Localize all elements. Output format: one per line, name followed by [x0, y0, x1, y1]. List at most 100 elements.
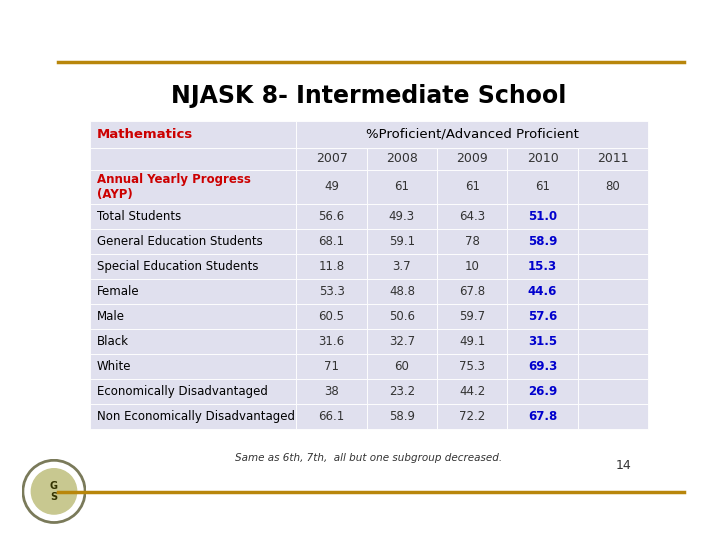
Text: 58.9: 58.9	[528, 235, 557, 248]
Text: Total Students: Total Students	[96, 211, 181, 224]
Text: G
S: G S	[50, 481, 58, 502]
Text: 59.7: 59.7	[459, 310, 485, 323]
Bar	[437, 230, 508, 254]
Text: 32.7: 32.7	[389, 335, 415, 348]
Bar	[366, 354, 437, 379]
Bar	[297, 121, 648, 148]
Text: 60.5: 60.5	[319, 310, 345, 323]
Bar	[90, 204, 297, 230]
Bar	[90, 121, 297, 148]
Bar	[366, 304, 437, 329]
Text: 57.6: 57.6	[528, 310, 557, 323]
Text: 75.3: 75.3	[459, 360, 485, 373]
Bar	[437, 204, 508, 230]
Text: Black: Black	[96, 335, 129, 348]
Bar	[90, 279, 297, 304]
Bar	[366, 379, 437, 404]
Bar	[577, 304, 648, 329]
Bar	[90, 329, 297, 354]
Text: 31.6: 31.6	[318, 335, 345, 348]
Bar	[297, 354, 366, 379]
Text: Same as 6th, 7th,  all but one subgroup decreased.: Same as 6th, 7th, all but one subgroup d…	[235, 453, 503, 463]
Text: 67.8: 67.8	[459, 285, 485, 298]
Bar	[297, 230, 366, 254]
Bar	[297, 204, 366, 230]
Text: 58.9: 58.9	[389, 410, 415, 423]
Text: 51.0: 51.0	[528, 211, 557, 224]
Text: 48.8: 48.8	[389, 285, 415, 298]
Bar	[508, 329, 577, 354]
Bar	[366, 254, 437, 279]
Bar	[297, 279, 366, 304]
Text: 2011: 2011	[597, 152, 629, 165]
Text: %Proficient/Advanced Proficient: %Proficient/Advanced Proficient	[366, 128, 579, 141]
Text: 66.1: 66.1	[318, 410, 345, 423]
Bar	[297, 379, 366, 404]
Bar	[508, 148, 577, 170]
Bar	[577, 354, 648, 379]
Bar	[508, 230, 577, 254]
Text: 31.5: 31.5	[528, 335, 557, 348]
Text: 26.9: 26.9	[528, 385, 557, 398]
Text: 69.3: 69.3	[528, 360, 557, 373]
Text: 60: 60	[395, 360, 410, 373]
Text: 49.1: 49.1	[459, 335, 485, 348]
Text: 2007: 2007	[315, 152, 348, 165]
Bar	[366, 204, 437, 230]
Bar	[90, 254, 297, 279]
Bar	[577, 204, 648, 230]
Text: Male: Male	[96, 310, 125, 323]
Bar	[508, 279, 577, 304]
Text: Female: Female	[96, 285, 140, 298]
Bar	[437, 329, 508, 354]
Bar	[508, 254, 577, 279]
Text: 67.8: 67.8	[528, 410, 557, 423]
Bar	[577, 329, 648, 354]
Text: 72.2: 72.2	[459, 410, 485, 423]
Bar	[297, 404, 366, 429]
Text: 61: 61	[535, 180, 550, 193]
Text: 14: 14	[616, 460, 631, 472]
Bar	[437, 254, 508, 279]
Bar	[577, 148, 648, 170]
Bar	[577, 379, 648, 404]
Bar	[508, 379, 577, 404]
Bar	[366, 170, 437, 204]
Text: 68.1: 68.1	[318, 235, 345, 248]
Text: 2008: 2008	[386, 152, 418, 165]
Bar	[437, 379, 508, 404]
Bar	[90, 354, 297, 379]
Text: 23.2: 23.2	[389, 385, 415, 398]
Bar	[366, 404, 437, 429]
Bar	[577, 279, 648, 304]
Text: 78: 78	[465, 235, 480, 248]
Bar	[577, 170, 648, 204]
Circle shape	[32, 469, 76, 514]
Bar	[90, 379, 297, 404]
Bar	[90, 404, 297, 429]
Bar	[297, 148, 366, 170]
Text: General Education Students: General Education Students	[96, 235, 263, 248]
Text: 61: 61	[395, 180, 410, 193]
Text: 56.6: 56.6	[318, 211, 345, 224]
Text: Non Economically Disadvantaged: Non Economically Disadvantaged	[96, 410, 294, 423]
Bar	[297, 304, 366, 329]
Bar	[90, 170, 297, 204]
Bar	[437, 404, 508, 429]
Bar	[90, 148, 297, 170]
Text: 2009: 2009	[456, 152, 488, 165]
Bar	[297, 170, 366, 204]
Text: 44.6: 44.6	[528, 285, 557, 298]
Text: (AYP): (AYP)	[96, 188, 132, 201]
Text: 61: 61	[464, 180, 480, 193]
Bar	[366, 148, 437, 170]
Text: 2010: 2010	[526, 152, 559, 165]
Bar	[508, 404, 577, 429]
Bar	[508, 204, 577, 230]
Bar	[366, 279, 437, 304]
Text: Economically Disadvantaged: Economically Disadvantaged	[96, 385, 268, 398]
Text: 53.3: 53.3	[319, 285, 345, 298]
Bar	[577, 254, 648, 279]
Text: Annual Yearly Progress: Annual Yearly Progress	[96, 173, 251, 186]
Text: White: White	[96, 360, 131, 373]
